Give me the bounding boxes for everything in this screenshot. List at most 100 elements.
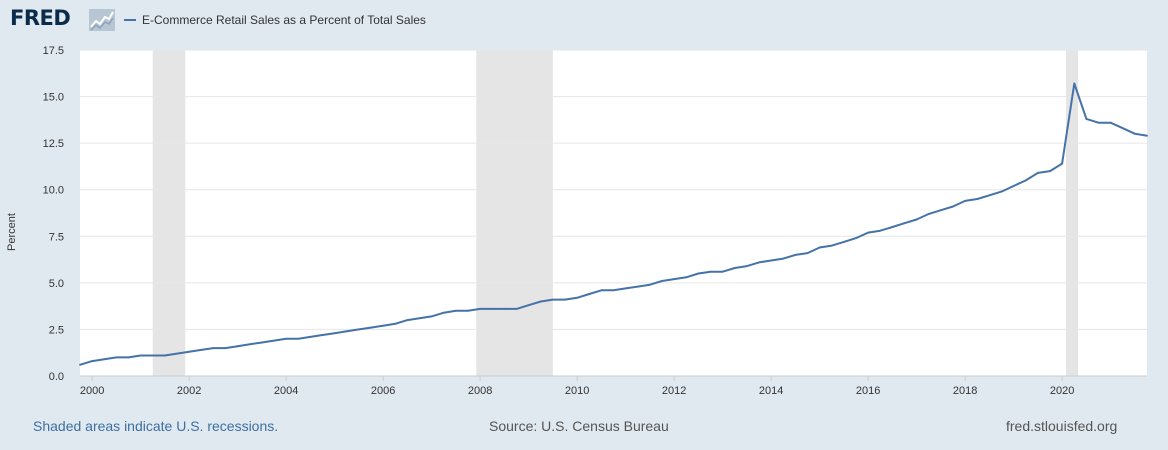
- data-point[interactable]: [636, 285, 639, 288]
- data-point[interactable]: [1012, 185, 1015, 187]
- data-point[interactable]: [79, 363, 81, 366]
- data-point[interactable]: [927, 213, 930, 215]
- data-point[interactable]: [151, 354, 154, 357]
- data-point[interactable]: [297, 337, 300, 340]
- data-point[interactable]: [770, 259, 773, 262]
- data-point[interactable]: [697, 272, 700, 275]
- data-point[interactable]: [952, 205, 954, 208]
- data-point[interactable]: [1000, 190, 1003, 193]
- data-point[interactable]: [600, 289, 603, 292]
- data-point[interactable]: [91, 360, 94, 362]
- data-point[interactable]: [248, 343, 251, 346]
- data-point[interactable]: [333, 332, 336, 335]
- data-point[interactable]: [224, 347, 227, 349]
- data-point[interactable]: [685, 276, 688, 279]
- legend-swatch: [124, 19, 136, 21]
- data-point[interactable]: [818, 246, 821, 249]
- data-point[interactable]: [745, 265, 748, 267]
- data-point[interactable]: [721, 270, 724, 273]
- data-point[interactable]: [309, 335, 312, 338]
- recession-note-link[interactable]: Shaded areas indicate U.S. recessions.: [33, 418, 279, 434]
- data-point[interactable]: [964, 199, 967, 202]
- data-point[interactable]: [867, 231, 870, 234]
- data-point[interactable]: [939, 209, 942, 212]
- data-point[interactable]: [1036, 172, 1039, 174]
- data-point[interactable]: [260, 341, 263, 344]
- x-tick-label: 2016: [856, 385, 880, 397]
- data-point[interactable]: [1146, 134, 1148, 137]
- data-point[interactable]: [624, 287, 627, 290]
- data-point[interactable]: [733, 267, 736, 269]
- data-point[interactable]: [491, 308, 494, 310]
- data-point[interactable]: [515, 308, 518, 310]
- data-point[interactable]: [442, 311, 445, 314]
- data-point[interactable]: [988, 194, 991, 197]
- data-point[interactable]: [1109, 121, 1112, 124]
- data-point[interactable]: [576, 296, 579, 299]
- data-point[interactable]: [648, 283, 651, 286]
- data-point[interactable]: [891, 226, 894, 228]
- data-point[interactable]: [212, 347, 215, 349]
- data-point[interactable]: [588, 293, 591, 295]
- data-point[interactable]: [236, 345, 239, 348]
- data-point[interactable]: [709, 270, 712, 273]
- data-point[interactable]: [188, 350, 191, 353]
- data-point[interactable]: [661, 280, 663, 282]
- data-point[interactable]: [1049, 170, 1051, 172]
- data-point[interactable]: [564, 298, 566, 301]
- data-point[interactable]: [976, 198, 979, 200]
- data-point[interactable]: [139, 354, 142, 357]
- data-point[interactable]: [527, 304, 530, 307]
- data-point[interactable]: [454, 309, 457, 312]
- data-point[interactable]: [903, 222, 906, 225]
- data-point[interactable]: [103, 358, 106, 361]
- data-point[interactable]: [406, 319, 409, 322]
- series-layer: [79, 82, 1148, 366]
- data-point[interactable]: [345, 330, 348, 333]
- data-point[interactable]: [1133, 132, 1136, 135]
- data-point[interactable]: [273, 339, 275, 342]
- data-point[interactable]: [830, 244, 833, 247]
- data-point[interactable]: [115, 356, 118, 359]
- data-point[interactable]: [503, 308, 506, 310]
- data-point[interactable]: [1061, 162, 1064, 165]
- data-point[interactable]: [176, 352, 178, 355]
- data-point[interactable]: [1024, 179, 1027, 182]
- data-point[interactable]: [539, 300, 542, 303]
- chart-legend[interactable]: E-Commerce Retail Sales as a Percent of …: [124, 12, 426, 28]
- site-url[interactable]: fred.stlouisfed.org: [1006, 418, 1118, 434]
- data-point[interactable]: [127, 356, 130, 359]
- data-point[interactable]: [673, 278, 676, 281]
- fred-logo[interactable]: FRED: [10, 6, 71, 30]
- data-point[interactable]: [467, 309, 469, 312]
- data-point[interactable]: [285, 337, 288, 340]
- data-point[interactable]: [842, 240, 845, 243]
- y-tick-label: 5.0: [49, 278, 64, 290]
- data-point[interactable]: [357, 328, 360, 331]
- data-point[interactable]: [794, 254, 797, 256]
- data-point[interactable]: [1097, 121, 1100, 124]
- data-point[interactable]: [321, 334, 324, 336]
- data-point[interactable]: [915, 218, 918, 221]
- data-point[interactable]: [430, 315, 433, 318]
- data-point[interactable]: [806, 252, 809, 254]
- data-point[interactable]: [782, 257, 785, 260]
- data-point[interactable]: [1085, 118, 1088, 120]
- data-point[interactable]: [855, 237, 857, 240]
- data-point[interactable]: [163, 354, 166, 357]
- legend-label: E-Commerce Retail Sales as a Percent of …: [142, 13, 426, 27]
- data-point[interactable]: [1121, 127, 1124, 130]
- data-point[interactable]: [382, 324, 385, 327]
- data-point[interactable]: [479, 308, 482, 310]
- data-point[interactable]: [551, 298, 554, 301]
- recession-band-0: [152, 50, 186, 376]
- data-point[interactable]: [612, 289, 615, 292]
- data-point[interactable]: [370, 326, 372, 329]
- data-point[interactable]: [758, 261, 760, 264]
- data-point[interactable]: [418, 317, 421, 320]
- data-point[interactable]: [394, 322, 397, 325]
- x-tick-label: 2006: [371, 385, 395, 397]
- data-point[interactable]: [879, 229, 882, 232]
- data-point[interactable]: [1073, 82, 1076, 85]
- data-point[interactable]: [200, 349, 203, 351]
